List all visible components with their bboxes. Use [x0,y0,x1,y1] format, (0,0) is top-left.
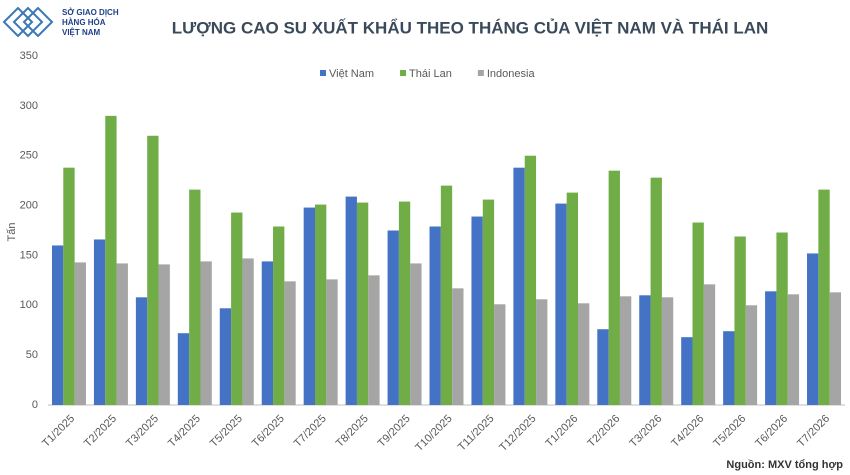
logo-text: VIỆT NAM [62,28,101,37]
x-tick-label: T5/2025 [208,413,245,450]
x-tick-label: T5/2026 [711,413,748,450]
bar [51,245,64,405]
bar [650,177,662,405]
bar [723,331,735,405]
bar [189,189,201,405]
x-tick-label: T6/2025 [250,413,287,450]
y-tick-label: 50 [26,349,38,361]
bar [471,216,483,405]
bar [303,207,315,405]
x-tick-label: T4/2026 [669,413,706,450]
logo-icon [2,6,54,38]
bar [440,185,453,405]
bar [555,203,567,405]
x-tick-label: T8/2025 [334,413,371,450]
bar [829,292,842,405]
bar [639,295,651,405]
bar [566,192,579,405]
x-tick-label: T10/2025 [413,413,454,454]
bar [158,264,170,405]
chart-title: LƯỢNG CAO SU XUẤT KHẨU THEO THÁNG CỦA VI… [172,18,769,37]
bar [314,204,327,405]
x-tick-label: T11/2025 [456,413,497,454]
y-tick-label: 100 [20,299,38,311]
logo-text: HÀNG HÓA [62,18,106,27]
x-tick-label: T1/2025 [40,413,77,450]
bar [177,333,190,405]
y-tick-label: 150 [20,249,38,261]
x-tick-label: T12/2025 [497,413,538,454]
bar [692,222,704,405]
bar [242,258,254,405]
x-tick-label: T7/2026 [795,413,832,450]
bar [326,279,338,405]
bar [105,115,117,405]
bar [536,299,548,405]
bar [398,201,411,405]
bar [261,261,274,405]
legend-label: Indonesia [487,68,536,80]
x-tick-label: T3/2025 [124,413,161,450]
bar [608,170,620,405]
bar [231,212,243,405]
bar [284,281,296,405]
bar [429,226,441,405]
bar [452,288,464,405]
bar [74,262,86,405]
x-tick-label: T6/2026 [753,413,790,450]
bar [524,155,537,405]
y-axis-label: Tấn [6,223,18,242]
bar [410,263,422,405]
bar [368,275,380,405]
bar [765,291,777,405]
y-tick-label: 300 [20,100,38,112]
y-tick-label: 200 [20,199,38,211]
x-tick-label: T9/2025 [376,413,413,450]
bar [619,296,632,405]
bar [807,253,819,405]
bar [734,236,746,405]
legend-swatch [400,70,407,76]
logo-text: SỞ GIAO DỊCH [62,8,119,17]
bar [597,329,609,405]
x-tick-label: T2/2025 [82,413,119,450]
legend-swatch [477,70,484,76]
bar [387,230,399,405]
bar [787,294,800,405]
legend-label: Thái Lan [409,68,452,80]
bar [135,297,148,405]
bar [776,232,788,405]
bar [219,308,232,405]
bar [345,196,357,405]
legend-label: Việt Nam [329,68,374,80]
bar [578,303,590,405]
bar [681,337,693,405]
legend-swatch [320,70,326,76]
x-tick-label: T4/2025 [166,413,203,450]
x-tick-label: T3/2026 [627,413,664,450]
bar [147,135,159,405]
y-tick-label: 0 [32,399,38,411]
bar [200,261,212,405]
bar [818,189,830,405]
bar [63,167,75,405]
bar [703,284,716,405]
bar [356,202,369,405]
y-tick-label: 350 [20,50,38,62]
x-tick-label: T7/2025 [292,413,329,450]
bar [745,305,758,405]
bar [494,304,506,405]
x-tick-label: T1/2026 [543,413,580,450]
source: Nguồn: MXV tổng hợp [726,459,843,471]
bar [273,226,285,405]
y-tick-label: 250 [20,150,38,162]
x-tick-label: T2/2026 [585,413,622,450]
bar [482,199,495,405]
bar [513,167,525,405]
bar [93,239,106,405]
bar [661,297,674,405]
bar [116,263,128,405]
